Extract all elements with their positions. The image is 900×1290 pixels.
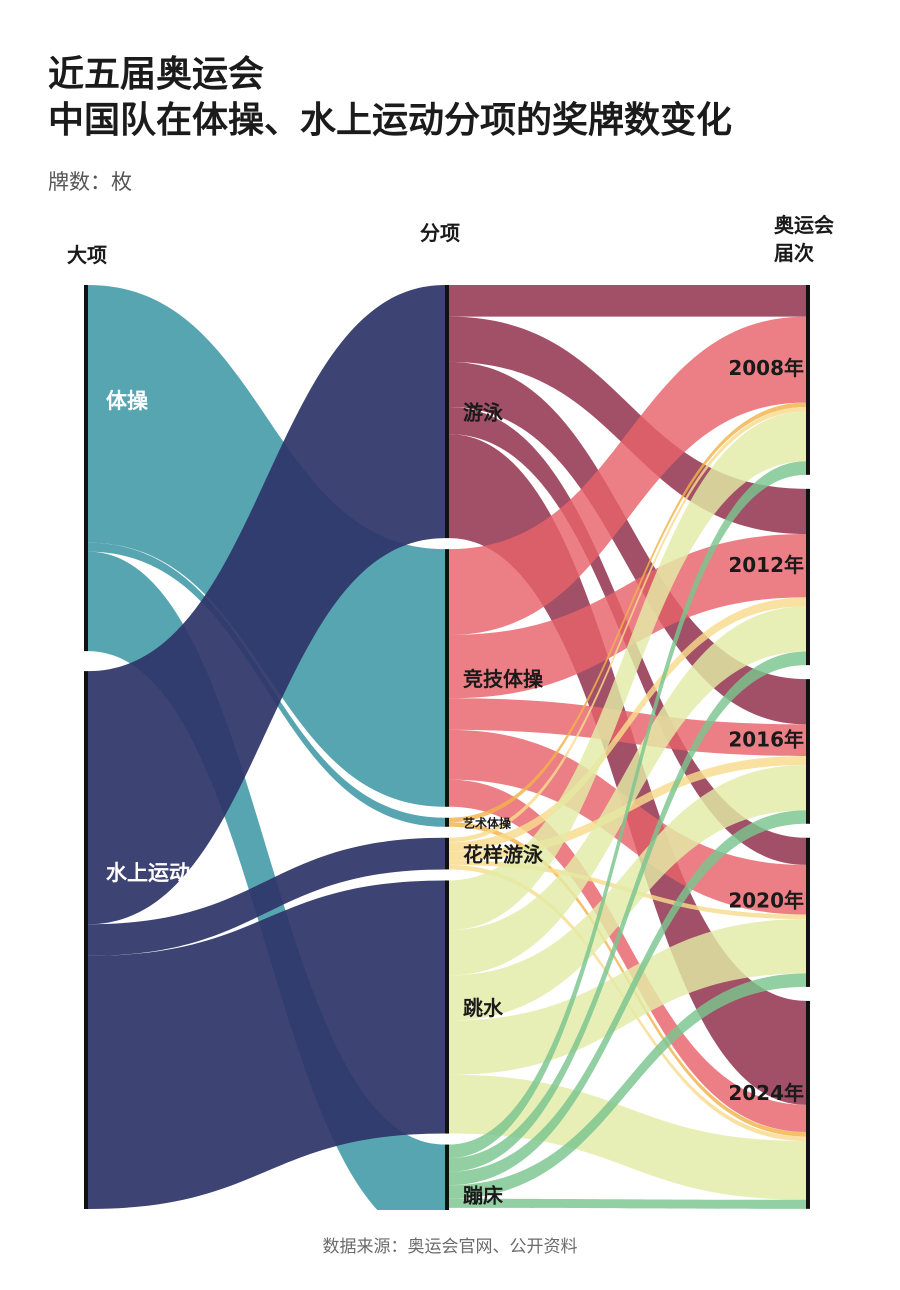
sankey-node-label-2020年: 2020年 [728, 888, 804, 912]
sankey-link-跳水-2016年 [449, 765, 806, 1021]
sankey-node-2012年 [806, 488, 810, 666]
sankey-node-label-2012年: 2012年 [728, 553, 804, 577]
sankey-node-label-跳水: 跳水 [463, 996, 504, 1020]
sankey-link-花样游泳-2012年 [449, 597, 806, 852]
sankey-nodes [84, 285, 810, 1210]
sankey-link-蹦床-2024年 [449, 1198, 806, 1209]
chart-title-line2: 中国队在体操、水上运动分项的奖牌数变化 [48, 100, 733, 141]
sankey-node-水上运动 [84, 671, 88, 1209]
sankey-link-蹦床-2020年 [449, 973, 806, 1199]
sankey-link-竞技体操-2012年 [449, 534, 806, 699]
right-column-header-line2: 届次 [774, 241, 814, 265]
sankey-link-竞技体操-2008年 [449, 316, 806, 635]
sankey-link-花样游泳-2008年 [449, 407, 806, 843]
sankey-node-2024年 [806, 1000, 810, 1209]
sankey-node-label-游泳: 游泳 [463, 401, 504, 425]
sankey-link-跳水-2008年 [449, 411, 806, 931]
sankey-link-游泳-2016年 [449, 361, 806, 725]
sankey-node-label-2008年: 2008年 [728, 356, 804, 380]
sankey-node-艺术体操 [445, 817, 449, 827]
sankey-link-水上运动-游泳 [88, 285, 445, 925]
unit-label: 牌数：枚 [48, 170, 132, 194]
sankey-link-水上运动-跳水 [88, 880, 445, 1209]
sankey-link-竞技体操-2024年 [449, 779, 806, 1132]
sankey-node-label-2024年: 2024年 [728, 1081, 804, 1105]
sankey-links [88, 285, 806, 1210]
middle-column-header: 分项 [420, 221, 460, 245]
sankey-node-label-花样游泳: 花样游泳 [463, 843, 544, 867]
sankey-link-跳水-2012年 [449, 606, 806, 976]
sankey-node-体操 [84, 285, 88, 652]
sankey-node-label-竞技体操: 竞技体操 [463, 667, 544, 691]
sankey-node-label-水上运动: 水上运动 [106, 861, 190, 885]
sankey-node-2008年 [806, 285, 810, 475]
sankey-link-蹦床-2016年 [449, 810, 806, 1186]
chart-title: 近五届奥运会 中国队在体操、水上运动分项的奖牌数变化 [48, 52, 732, 144]
chart-title-line1: 近五届奥运会 [48, 54, 265, 95]
data-source: 数据来源：奥运会官网、公开资料 [322, 1237, 578, 1257]
right-column-header-line1: 奥运会 [774, 213, 834, 237]
sankey-link-艺术体操-2008年 [449, 402, 806, 823]
sankey-link-体操-蹦床 [88, 551, 445, 1210]
left-column-header: 大项 [67, 243, 107, 267]
sankey-node-跳水 [445, 880, 449, 1134]
sankey-link-游泳-2008年 [449, 285, 806, 317]
sankey-node-蹦床 [445, 1144, 449, 1210]
sankey-node-2020年 [806, 837, 810, 987]
sankey-node-竞技体操 [445, 549, 449, 807]
sankey-node-label-体操: 体操 [106, 389, 149, 413]
sankey-node-label-蹦床: 蹦床 [463, 1183, 504, 1207]
sankey-node-游泳 [445, 285, 449, 539]
sankey-link-蹦床-2012年 [449, 651, 806, 1172]
sankey-link-蹦床-2008年 [449, 461, 806, 1159]
sankey-node-label-艺术体操: 艺术体操 [463, 815, 512, 830]
sankey-node-label-2016年: 2016年 [728, 727, 804, 751]
sankey-node-花样游泳 [445, 837, 449, 870]
sankey-node-2016年 [806, 679, 810, 824]
sankey-link-水上运动-花样游泳 [88, 837, 445, 956]
